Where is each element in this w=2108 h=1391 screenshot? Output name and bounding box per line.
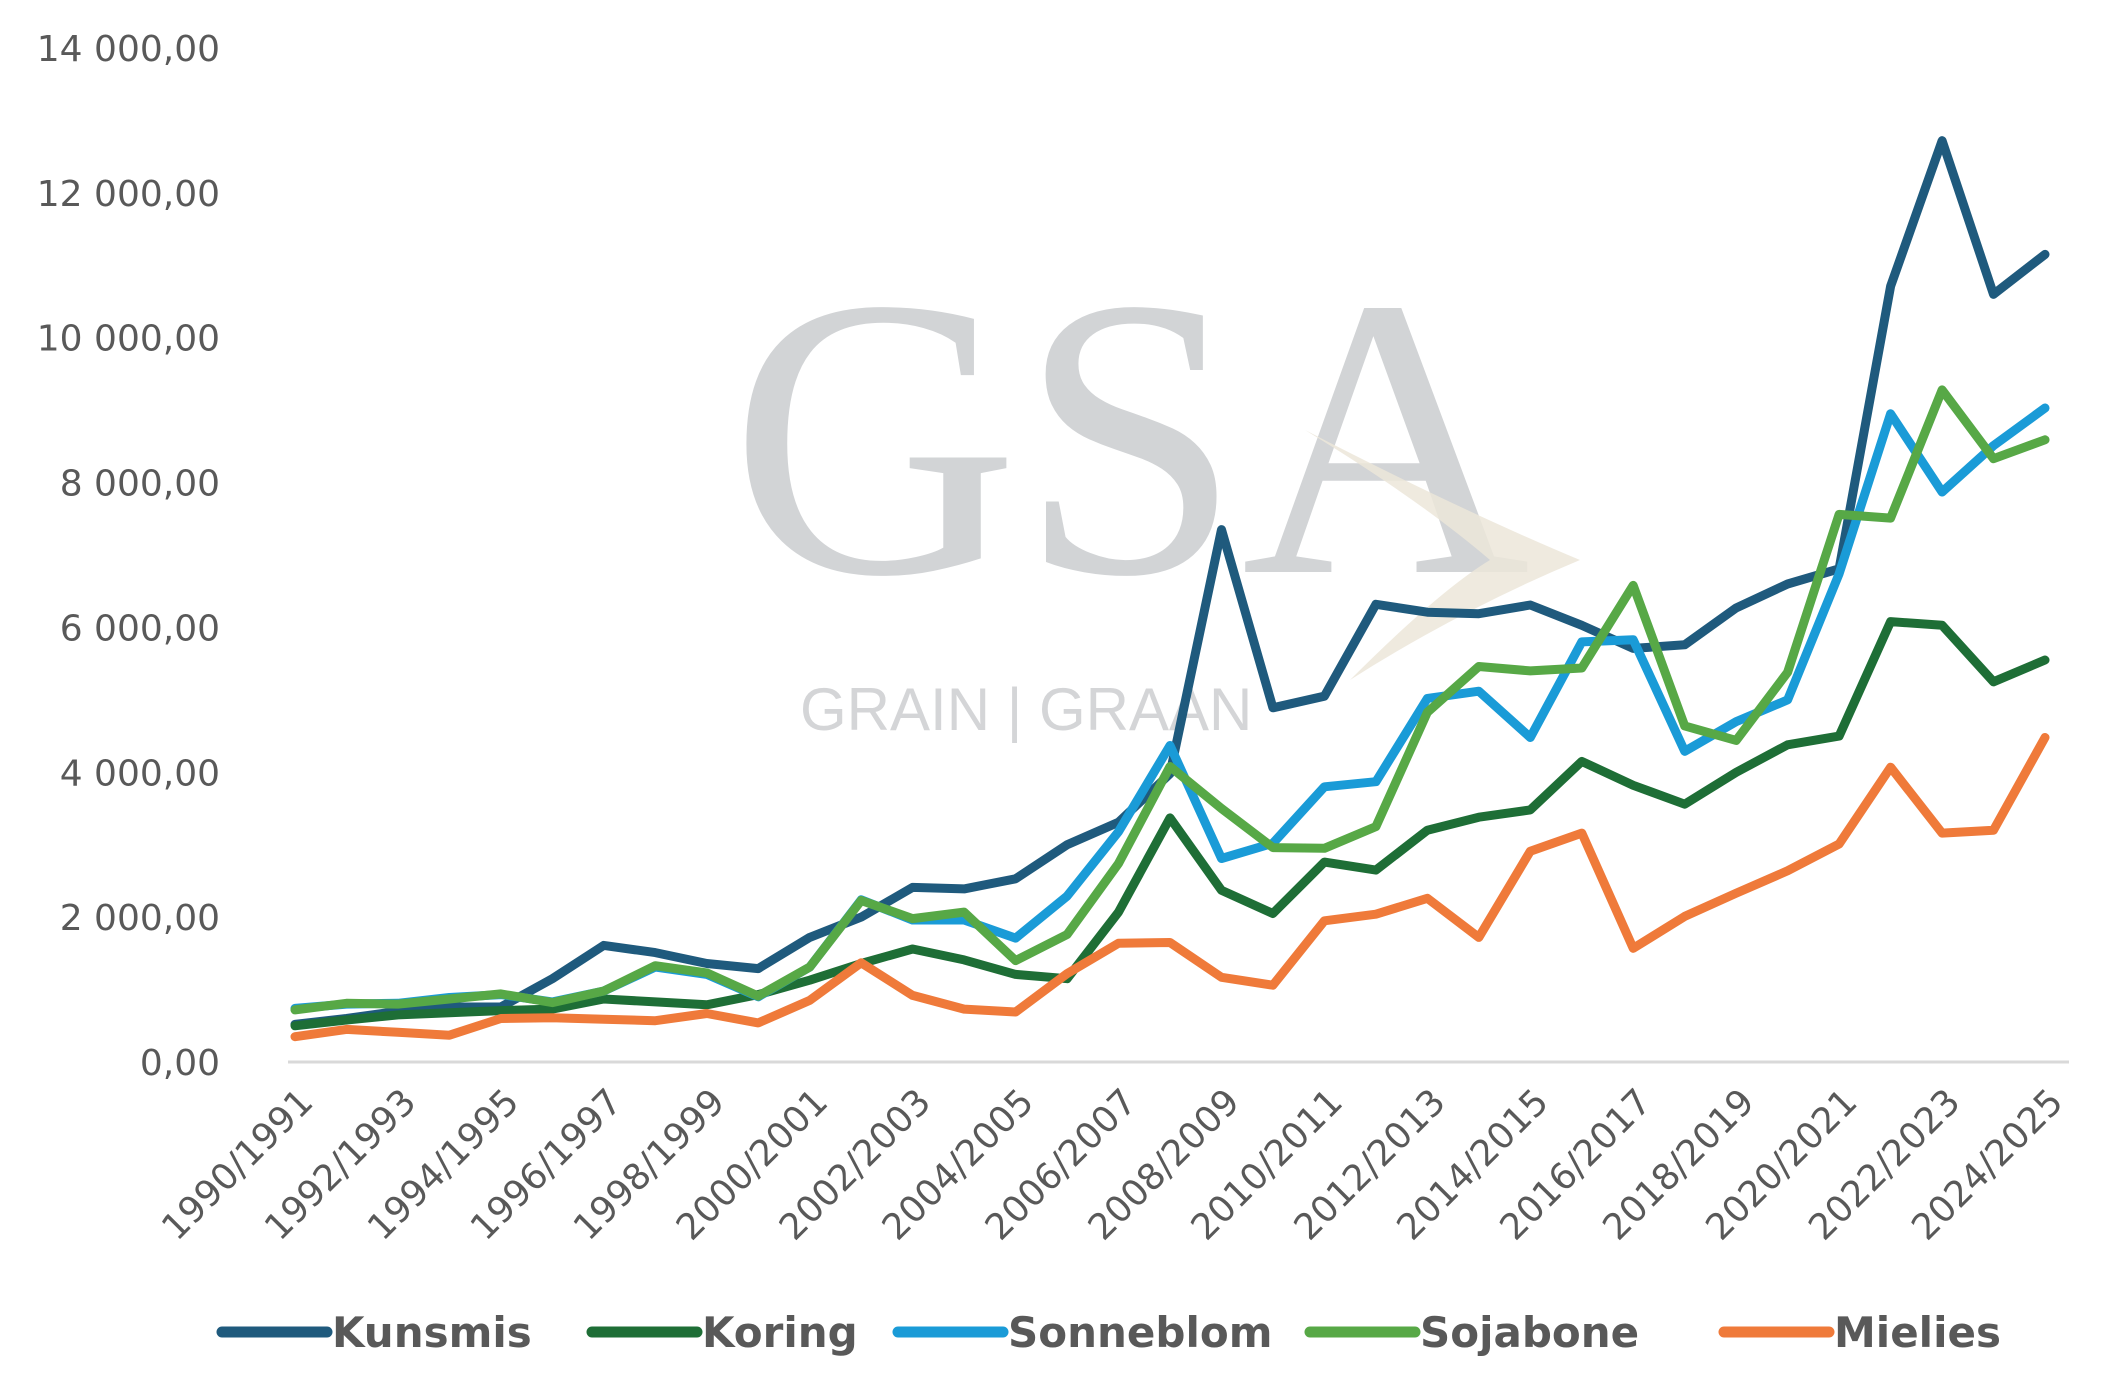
legend-label-mielies: Mielies bbox=[1834, 1308, 2001, 1357]
y-tick-label: 2 000,00 bbox=[60, 898, 220, 939]
y-tick-label: 12 000,00 bbox=[37, 174, 220, 215]
legend: Kunsmis Koring Sonneblom Sojabone Mielies bbox=[216, 1308, 2001, 1357]
y-tick-label: 8 000,00 bbox=[60, 464, 220, 505]
y-tick-label: 14 000,00 bbox=[37, 29, 220, 70]
legend-label-koring: Koring bbox=[702, 1308, 858, 1357]
legend-label-kunsmis: Kunsmis bbox=[332, 1308, 532, 1357]
y-axis: 0,00 2 000,00 4 000,00 6 000,00 8 000,00 10 0… bbox=[37, 29, 220, 1084]
series-layer bbox=[290, 136, 2050, 1042]
legend-label-sojabone: Sojabone bbox=[1420, 1308, 1639, 1357]
legend-label-sonneblom: Sonneblom bbox=[1008, 1308, 1272, 1357]
y-tick-label: 0,00 bbox=[140, 1043, 220, 1084]
y-tick-label: 4 000,00 bbox=[60, 753, 220, 794]
series-line-sojabone bbox=[290, 385, 2050, 1015]
watermark-brand: GSA bbox=[730, 216, 1530, 659]
watermark-chevron-icon bbox=[1305, 430, 1580, 680]
gsa-watermark-logo: GSA GRAIN | GRAAN bbox=[730, 216, 1580, 743]
y-tick-label: 10 000,00 bbox=[37, 319, 220, 360]
series-line-koring bbox=[290, 617, 2050, 1031]
x-axis: 1990/19911992/19931994/19951996/19971998… bbox=[154, 1081, 2071, 1248]
y-tick-label: 6 000,00 bbox=[60, 608, 220, 649]
series-line-mielies bbox=[290, 733, 2050, 1042]
